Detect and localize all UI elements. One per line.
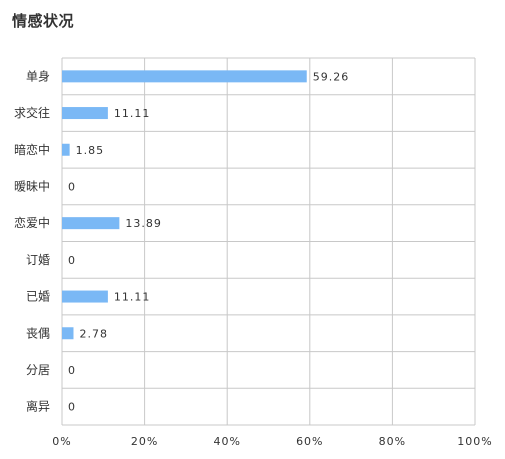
x-tick-label: 20%	[131, 435, 158, 448]
data-label: 0	[68, 364, 76, 377]
data-label: 11.11	[114, 291, 151, 304]
data-label: 13.89	[125, 217, 161, 230]
x-tick-label: 60%	[296, 435, 323, 448]
bar	[62, 290, 108, 303]
chart-title: 情感状况	[12, 12, 75, 30]
bar	[62, 70, 307, 83]
x-tick-label: 80%	[379, 435, 406, 448]
data-label: 59.26	[313, 70, 350, 83]
bar	[62, 107, 108, 120]
x-tick-label: 100%	[457, 435, 492, 448]
bar	[62, 217, 120, 230]
category-label: 订婚	[26, 253, 50, 267]
category-label: 离异	[26, 399, 50, 414]
x-tick-label: 0%	[52, 435, 71, 448]
data-label: 0	[68, 254, 76, 267]
category-label: 求交往	[14, 105, 50, 120]
category-label: 已婚	[26, 290, 50, 304]
category-label: 恋爱中	[14, 215, 50, 230]
category-label: 单身	[26, 68, 50, 83]
data-label: 0	[68, 401, 76, 414]
data-label: 0	[68, 180, 76, 193]
bar	[62, 327, 74, 340]
data-label: 1.85	[76, 144, 105, 157]
bar	[62, 143, 70, 156]
category-label: 暧昧中	[14, 178, 50, 193]
category-label: 暗恋中	[14, 142, 50, 157]
data-label: 11.11	[114, 107, 151, 120]
category-label: 分居	[26, 363, 50, 377]
data-label: 2.78	[79, 327, 108, 340]
x-tick-label: 40%	[213, 435, 240, 448]
category-label: 丧偶	[26, 326, 50, 340]
